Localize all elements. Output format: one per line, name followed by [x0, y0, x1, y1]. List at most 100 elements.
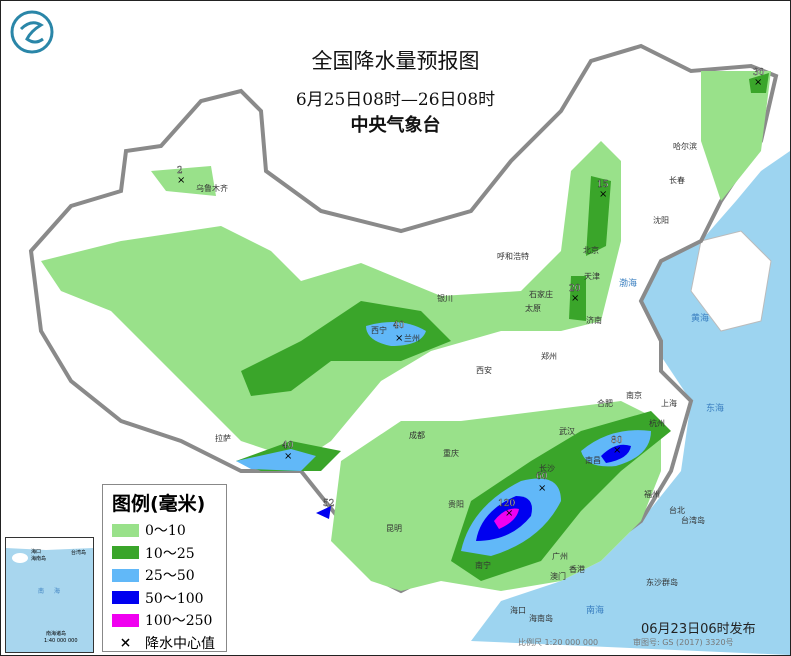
legend-swatch [112, 591, 139, 605]
inset-land [6, 538, 93, 550]
center-value: 80 [611, 436, 623, 446]
rain-area [601, 444, 631, 463]
map-title: 全国降水量预报图 [311, 49, 480, 73]
south-china-sea-inset: 海口 海南岛 台湾岛 南 海 南海诸岛 1:40 000 000 [5, 537, 94, 653]
city-label: 南昌 [585, 455, 601, 465]
legend-swatch [112, 546, 139, 560]
inset-label: 海口 [31, 548, 41, 555]
center-value: 30 [753, 68, 765, 78]
city-label: 西宁 [371, 325, 387, 335]
city-label: 成都 [409, 430, 425, 440]
rain-area [749, 73, 769, 93]
sea-label: 黄海 [691, 312, 709, 324]
city-label: 澳门 [550, 571, 566, 581]
center-mark: × [505, 508, 513, 519]
center-value: 15 [597, 180, 609, 190]
city-label: 长春 [669, 175, 685, 185]
city-label: 贵阳 [448, 499, 464, 509]
city-label: 上海 [661, 398, 677, 408]
city-label: 杭州 [649, 418, 665, 428]
city-label: 台北 [669, 505, 685, 515]
rain-area [151, 166, 216, 196]
inset-label: 南 [38, 587, 44, 595]
sea-label: 南海 [586, 604, 604, 616]
city-label: 哈尔滨 [673, 141, 697, 151]
city-label: 东沙群岛 [646, 577, 678, 587]
inset-hainan [12, 553, 28, 563]
rain-area [236, 449, 316, 471]
rain-100-250-area [494, 508, 519, 529]
city-label: 福州 [644, 490, 660, 499]
center-mark: × [571, 293, 579, 304]
city-label: 南宁 [475, 560, 491, 570]
issue-time: 06月23日06时发布 [641, 622, 756, 637]
rain-area [701, 71, 771, 201]
city-label: 西安 [476, 365, 492, 375]
center-value: 2 [177, 166, 183, 176]
sea-label: 渤海 [619, 277, 637, 289]
city-label: 南京 [626, 390, 642, 400]
center-value: 40 [282, 441, 294, 451]
center-symbol-icon: × [119, 634, 132, 651]
center-mark: × [754, 77, 762, 88]
center-value: 120 [498, 499, 515, 509]
cma-logo [10, 10, 54, 54]
legend-swatch [112, 568, 139, 582]
map-review-number: 审图号: GS (2017) 3320号 [633, 638, 734, 647]
city-label: 昆明 [386, 524, 402, 533]
legend-swatch [112, 523, 139, 537]
precipitation-centers: 2× 30× 15× 20× 40× 40× 52 60× 80× 120× [177, 68, 765, 519]
rain-area [586, 176, 611, 256]
city-label: 香港 [569, 564, 585, 574]
center-value: 60 [536, 472, 548, 482]
center-mark: × [177, 175, 185, 186]
sea-labels: 渤海 黄海 东海 南海 [586, 277, 724, 616]
map-scale: 比例尺 1:20 000 000 [518, 638, 599, 647]
inset-label: 海南岛 [31, 555, 46, 562]
city-label: 长沙 [539, 463, 555, 473]
inset-label: 海 [54, 587, 60, 595]
city-label: 银川 [437, 293, 453, 303]
legend-label: 10～25 [145, 545, 195, 562]
legend: 图例(毫米) 0～10 10～25 25～50 50～100 100～250 ×… [102, 484, 227, 652]
rain-area [366, 322, 426, 346]
city-label: 海南岛 [529, 613, 553, 623]
legend-label: 100～250 [145, 613, 213, 630]
city-label: 重庆 [443, 448, 459, 458]
forecast-period: 6月25日08时—26日08时 [295, 90, 496, 110]
sea-label: 东海 [706, 402, 724, 414]
legend-item: 10～25 [109, 542, 220, 565]
center-mark: × [395, 333, 403, 344]
legend-label: 0～10 [145, 523, 186, 540]
legend-label: 50～100 [145, 590, 204, 607]
center-mark: × [599, 189, 607, 200]
city-label: 天津 [584, 271, 600, 281]
city-label: 北京 [583, 245, 599, 255]
city-label: 拉萨 [215, 433, 231, 443]
center-value: 52 [323, 499, 334, 509]
legend-label: 降水中心值 [145, 635, 215, 652]
inset-scale: 1:40 000 000 [44, 638, 78, 644]
rain-area [569, 276, 586, 321]
city-labels: 乌鲁木齐 哈尔滨 长春 沈阳 呼和浩特 北京 天津 石家庄 太原 济南 银川 西… [196, 141, 705, 623]
city-label: 台湾岛 [681, 515, 705, 525]
city-label: 乌鲁木齐 [196, 183, 228, 193]
legend-item: 25～50 [109, 564, 220, 587]
legend-item: 100～250 [109, 609, 220, 632]
city-label: 合肥 [597, 398, 613, 408]
inset-map: 海口 海南岛 台湾岛 南 海 南海诸岛 1:40 000 000 [6, 538, 93, 644]
city-label: 沈阳 [653, 215, 669, 225]
legend-label: 25～50 [145, 568, 195, 585]
korea-peninsula [690, 230, 772, 332]
city-label: 郑州 [541, 351, 557, 361]
center-mark: × [613, 445, 621, 456]
city-label: 武汉 [559, 426, 575, 436]
city-label: 兰州 [404, 333, 420, 343]
rain-area [41, 141, 621, 461]
inset-label: 台湾岛 [71, 549, 86, 556]
center-mark: × [284, 451, 292, 462]
city-label: 济南 [586, 315, 602, 325]
legend-item: 50～100 [109, 587, 220, 610]
